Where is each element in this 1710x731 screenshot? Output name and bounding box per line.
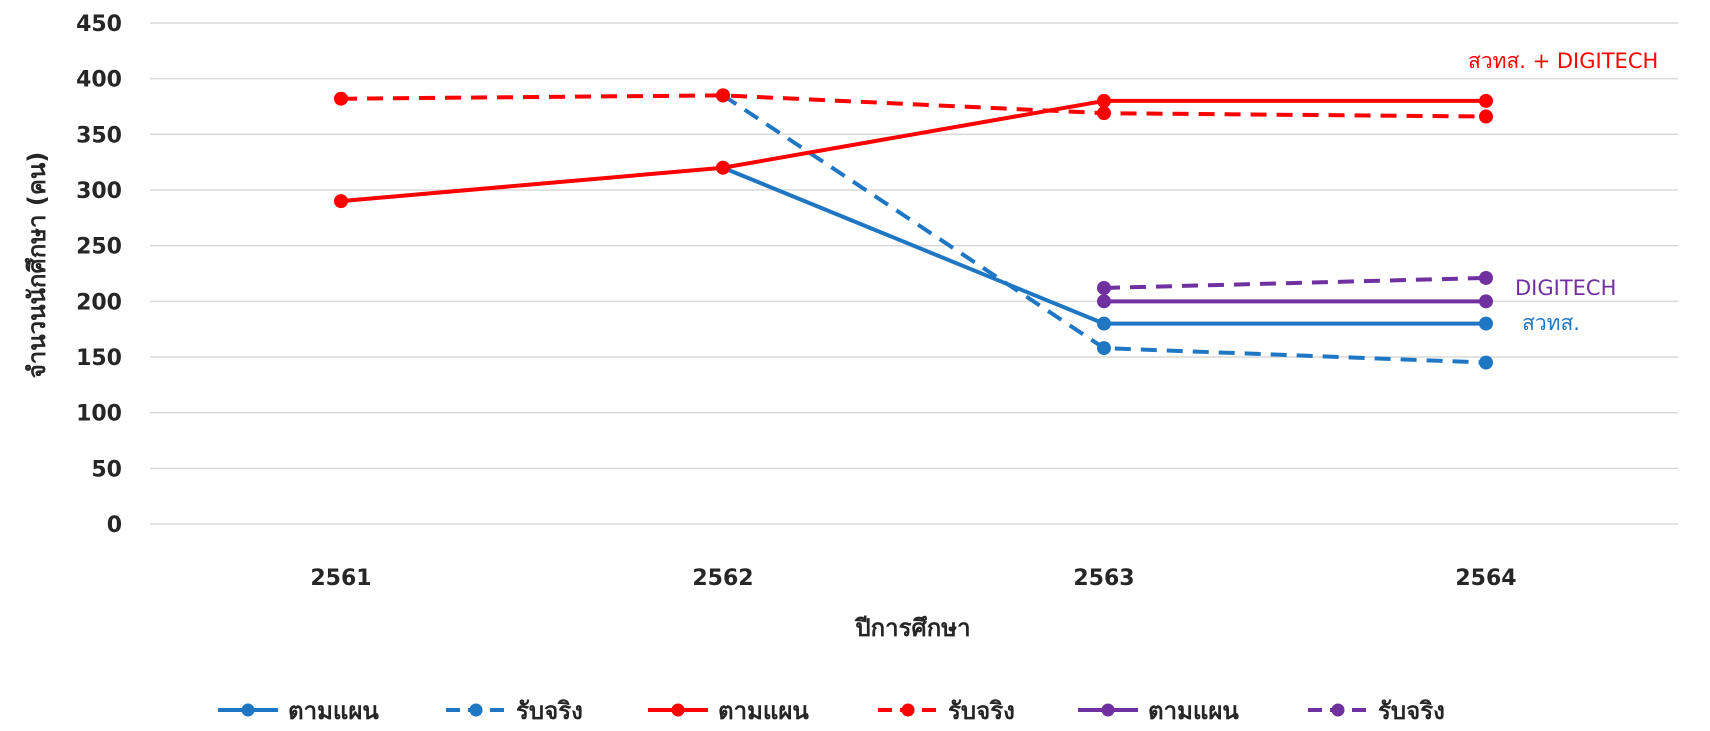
- legend-marker: [241, 703, 255, 717]
- series-lines: [334, 88, 1493, 370]
- y-tick-label: 450: [76, 12, 122, 37]
- series-2: [334, 93, 1493, 209]
- legend-marker: [901, 703, 915, 717]
- data-point: [334, 194, 348, 209]
- data-point: [1479, 93, 1493, 108]
- series-annotation: สวทส.: [1522, 311, 1580, 335]
- y-tick-label: 200: [76, 290, 122, 315]
- x-axis-ticks: 2561 2562 2563 2564: [310, 566, 1516, 591]
- y-tick-label: 300: [76, 179, 122, 204]
- data-point: [1479, 270, 1493, 285]
- legend-item: รับจริง: [1308, 697, 1445, 725]
- legend-marker: [1101, 703, 1115, 717]
- data-point: [334, 91, 348, 106]
- data-point: [1479, 294, 1493, 309]
- data-point: [1479, 109, 1493, 124]
- y-axis-title: จำนวนนักศึกษา (คน): [23, 152, 51, 379]
- x-tick-label: 2561: [310, 566, 371, 591]
- legend-label: ตามแผน: [1148, 697, 1239, 725]
- legend-item: ตามแผน: [218, 697, 379, 725]
- x-tick-label: 2564: [1455, 566, 1516, 591]
- legend-label: รับจริง: [948, 697, 1015, 725]
- legend-marker: [469, 703, 483, 717]
- data-point: [1479, 355, 1493, 370]
- legend-label: รับจริง: [1378, 697, 1445, 725]
- series-line: [1103, 275, 1487, 290]
- series-5: [1097, 270, 1493, 295]
- legend-item: รับจริง: [878, 697, 1015, 725]
- series-annotation: สวทส. + DIGITECH: [1468, 49, 1658, 73]
- series-annotation: DIGITECH: [1515, 276, 1616, 300]
- series-annotations: สวทส. + DIGITECH DIGITECH สวทส.: [1468, 49, 1658, 335]
- legend-item: รับจริง: [446, 697, 583, 725]
- legend-item: ตามแผน: [1078, 697, 1239, 725]
- data-point: [1097, 341, 1111, 356]
- y-tick-label: 250: [76, 235, 122, 260]
- y-tick-label: 150: [76, 346, 122, 371]
- y-tick-label: 0: [107, 513, 122, 538]
- y-axis-ticks: 0 50 100 150 200 250 300 350 400 450: [76, 12, 122, 538]
- legend-item: ตามแผน: [648, 697, 809, 725]
- series-line: [340, 98, 1486, 204]
- y-tick-label: 400: [76, 68, 122, 93]
- series-3: [334, 88, 1493, 124]
- x-tick-label: 2562: [692, 566, 753, 591]
- x-axis-title: ปีการศึกษา: [854, 614, 970, 642]
- x-tick-label: 2563: [1073, 566, 1134, 591]
- legend-label: ตามแผน: [288, 697, 379, 725]
- series-4: [1097, 294, 1493, 309]
- data-point: [1097, 93, 1111, 108]
- data-point: [1097, 280, 1111, 295]
- legend-label: ตามแผน: [718, 697, 809, 725]
- legend: ตามแผน รับจริง ตามแผน รับจริง ตามแผน รับจริง: [218, 697, 1445, 725]
- y-tick-label: 100: [76, 402, 122, 427]
- legend-marker: [671, 703, 685, 717]
- data-point: [716, 88, 730, 103]
- data-point: [1097, 106, 1111, 121]
- y-tick-label: 350: [76, 123, 122, 148]
- y-tick-label: 50: [91, 457, 122, 482]
- data-point: [1097, 316, 1111, 331]
- data-point: [716, 160, 730, 175]
- legend-marker: [1331, 703, 1345, 717]
- series-line: [340, 93, 1487, 119]
- data-point: [1097, 294, 1111, 309]
- legend-label: รับจริง: [516, 697, 583, 725]
- data-point: [1479, 316, 1493, 331]
